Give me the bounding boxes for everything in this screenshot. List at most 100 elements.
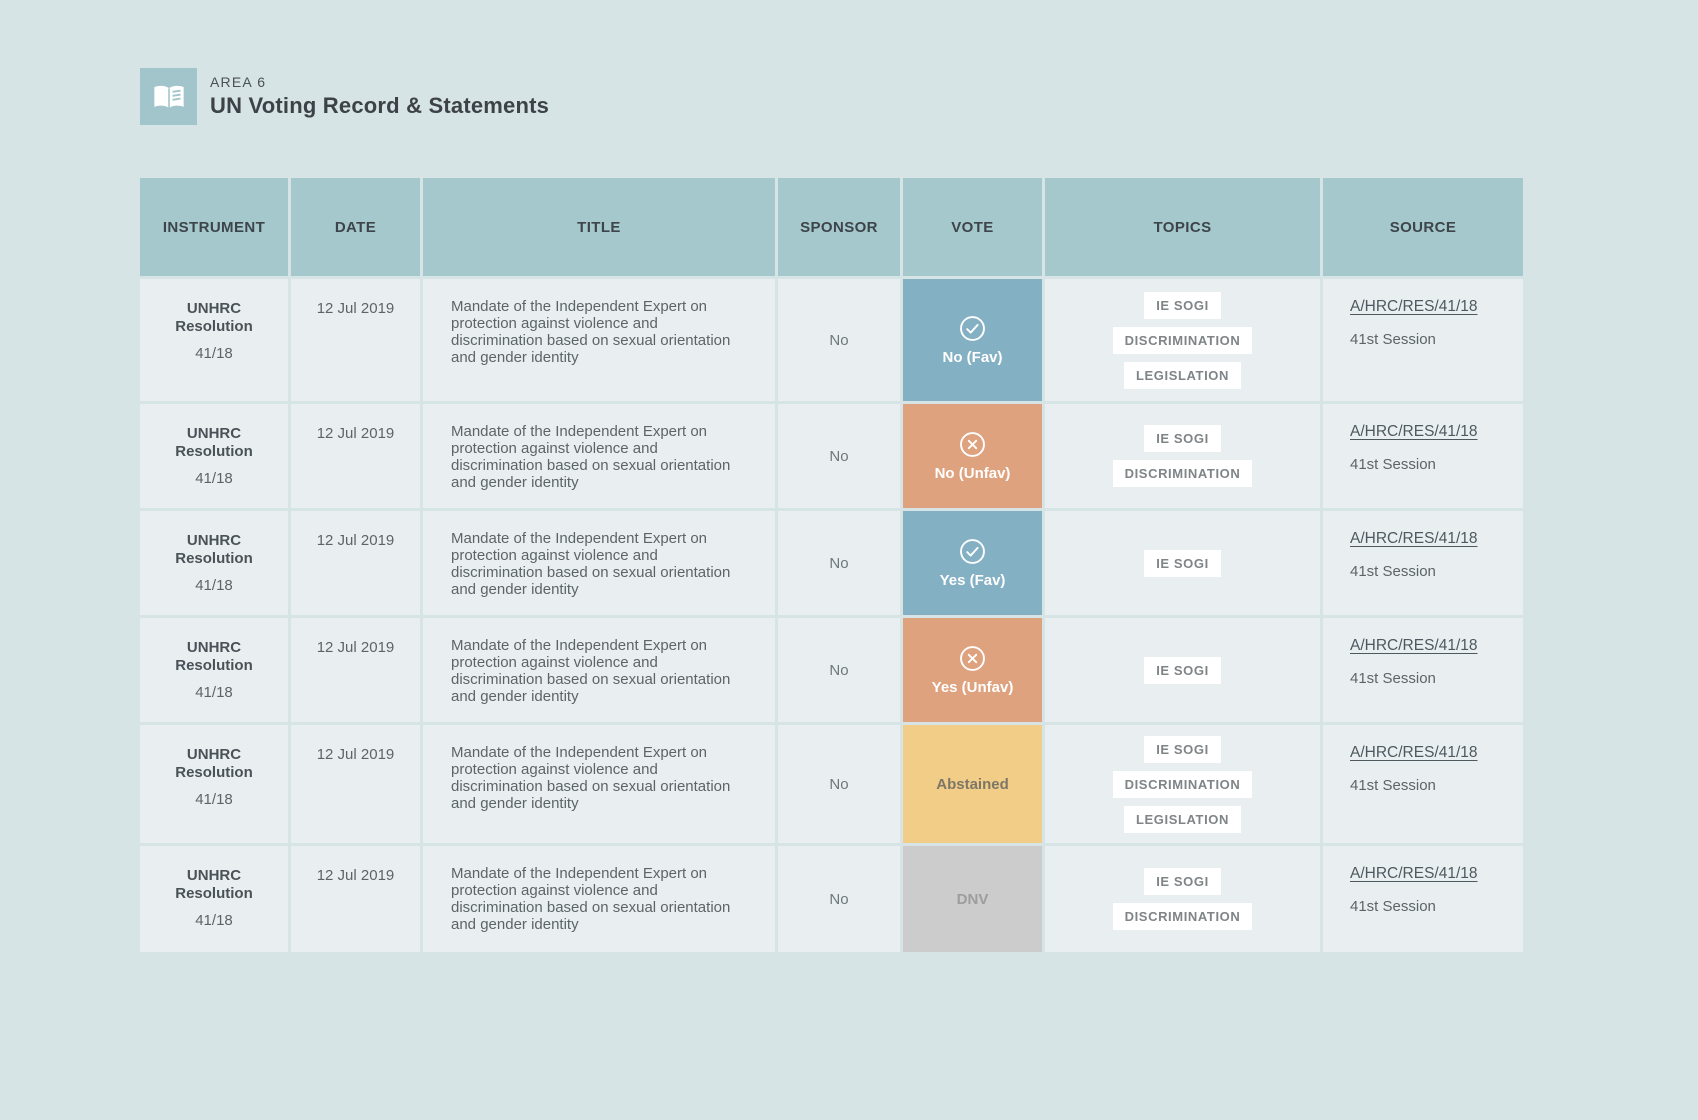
instrument-name: UNHRC Resolution (175, 532, 253, 567)
source-session: 41st Session (1350, 331, 1436, 348)
topic-badge: IE SOGI (1144, 735, 1221, 763)
topic-badge: IE SOGI (1144, 425, 1221, 452)
vote-label: Yes (Fav) (939, 571, 1006, 589)
vote-label: DNV (956, 890, 989, 908)
instrument-cell: UNHRC Resolution 41/18 (140, 279, 288, 401)
instrument-cell: UNHRC Resolution 41/18 (140, 725, 288, 843)
date-cell: 12 Jul 2019 (291, 404, 420, 508)
vote-cell: No (Fav) (903, 279, 1042, 401)
x-circle-icon (959, 645, 986, 672)
column-header-date: DATE (291, 178, 420, 276)
topic-badge: IE SOGI (1144, 868, 1221, 895)
source-cell: A/HRC/RES/41/18 41st Session (1323, 846, 1523, 952)
topic-badge: LEGISLATION (1123, 361, 1242, 389)
topics-cell: IE SOGI DISCRIMINATION LEGISLATION (1045, 279, 1320, 401)
column-header-title: TITLE (423, 178, 775, 276)
vote-label: No (Fav) (942, 348, 1003, 366)
topics-cell: IE SOGI DISCRIMINATION LEGISLATION (1045, 725, 1320, 843)
vote-cell: DNV (903, 846, 1042, 952)
open-book-icon (140, 68, 197, 125)
topics-cell: IE SOGI (1045, 618, 1320, 722)
date-cell: 12 Jul 2019 (291, 279, 420, 401)
instrument-number: 41/18 (195, 470, 233, 487)
section-header: AREA 6 UN Voting Record & Statements (140, 68, 549, 125)
source-session: 41st Session (1350, 563, 1436, 580)
topic-badge: DISCRIMINATION (1112, 460, 1253, 487)
page-title: UN Voting Record & Statements (210, 93, 550, 118)
column-header-instrument: INSTRUMENT (140, 178, 288, 276)
source-link[interactable]: A/HRC/RES/41/18 (1350, 423, 1478, 440)
source-cell: A/HRC/RES/41/18 41st Session (1323, 725, 1523, 843)
vote-label: Abstained (936, 775, 1009, 793)
instrument-name: UNHRC Resolution (175, 867, 253, 902)
sponsor-cell: No (778, 404, 900, 508)
column-header-topics: TOPICS (1045, 178, 1320, 276)
source-link[interactable]: A/HRC/RES/41/18 (1350, 298, 1478, 315)
column-header-sponsor: SPONSOR (778, 178, 900, 276)
date-cell: 12 Jul 2019 (291, 725, 420, 843)
title-cell: Mandate of the Independent Expert on pro… (423, 618, 775, 722)
instrument-name: UNHRC Resolution (175, 746, 253, 781)
source-session: 41st Session (1350, 777, 1436, 794)
topic-badge: DISCRIMINATION (1112, 770, 1253, 798)
instrument-name: UNHRC Resolution (175, 425, 253, 460)
source-link[interactable]: A/HRC/RES/41/18 (1350, 637, 1478, 654)
sponsor-cell: No (778, 511, 900, 615)
topic-badge: IE SOGI (1144, 291, 1221, 319)
title-cell: Mandate of the Independent Expert on pro… (423, 404, 775, 508)
instrument-cell: UNHRC Resolution 41/18 (140, 404, 288, 508)
source-cell: A/HRC/RES/41/18 41st Session (1323, 511, 1523, 615)
source-cell: A/HRC/RES/41/18 41st Session (1323, 404, 1523, 508)
area-label: AREA 6 (210, 74, 267, 90)
header-text: AREA 6 UN Voting Record & Statements (210, 74, 549, 119)
source-link[interactable]: A/HRC/RES/41/18 (1350, 744, 1478, 761)
instrument-name: UNHRC Resolution (175, 639, 253, 674)
topic-badge: DISCRIMINATION (1112, 326, 1253, 354)
column-header-source: SOURCE (1323, 178, 1523, 276)
voting-record-table: INSTRUMENT DATE TITLE SPONSOR VOTE TOPIC… (140, 178, 1523, 952)
vote-cell: Yes (Unfav) (903, 618, 1042, 722)
topics-cell: IE SOGI (1045, 511, 1320, 615)
check-circle-icon (959, 315, 986, 342)
source-link[interactable]: A/HRC/RES/41/18 (1350, 530, 1478, 547)
topics-cell: IE SOGI DISCRIMINATION (1045, 846, 1320, 952)
vote-cell: Yes (Fav) (903, 511, 1042, 615)
date-cell: 12 Jul 2019 (291, 511, 420, 615)
date-cell: 12 Jul 2019 (291, 618, 420, 722)
column-header-vote: VOTE (903, 178, 1042, 276)
title-cell: Mandate of the Independent Expert on pro… (423, 511, 775, 615)
instrument-cell: UNHRC Resolution 41/18 (140, 618, 288, 722)
vote-cell: No (Unfav) (903, 404, 1042, 508)
instrument-number: 41/18 (195, 684, 233, 701)
instrument-number: 41/18 (195, 345, 233, 362)
topic-badge: IE SOGI (1144, 549, 1221, 577)
instrument-number: 41/18 (195, 912, 233, 929)
instrument-name: UNHRC Resolution (175, 300, 253, 335)
instrument-cell: UNHRC Resolution 41/18 (140, 511, 288, 615)
source-session: 41st Session (1350, 456, 1436, 473)
sponsor-cell: No (778, 618, 900, 722)
sponsor-cell: No (778, 846, 900, 952)
instrument-number: 41/18 (195, 577, 233, 594)
x-circle-icon (959, 431, 986, 458)
topic-badge: IE SOGI (1144, 656, 1221, 684)
source-cell: A/HRC/RES/41/18 41st Session (1323, 618, 1523, 722)
sponsor-cell: No (778, 725, 900, 843)
vote-label: No (Unfav) (934, 464, 1011, 482)
vote-cell: Abstained (903, 725, 1042, 843)
source-link[interactable]: A/HRC/RES/41/18 (1350, 865, 1478, 882)
topic-badge: DISCRIMINATION (1112, 903, 1253, 930)
vote-label: Yes (Unfav) (931, 678, 1014, 696)
topics-cell: IE SOGI DISCRIMINATION (1045, 404, 1320, 508)
instrument-cell: UNHRC Resolution 41/18 (140, 846, 288, 952)
source-session: 41st Session (1350, 670, 1436, 687)
title-cell: Mandate of the Independent Expert on pro… (423, 279, 775, 401)
topic-badge: LEGISLATION (1123, 805, 1242, 833)
source-session: 41st Session (1350, 898, 1436, 915)
source-cell: A/HRC/RES/41/18 41st Session (1323, 279, 1523, 401)
instrument-number: 41/18 (195, 791, 233, 808)
title-cell: Mandate of the Independent Expert on pro… (423, 725, 775, 843)
title-cell: Mandate of the Independent Expert on pro… (423, 846, 775, 952)
sponsor-cell: No (778, 279, 900, 401)
